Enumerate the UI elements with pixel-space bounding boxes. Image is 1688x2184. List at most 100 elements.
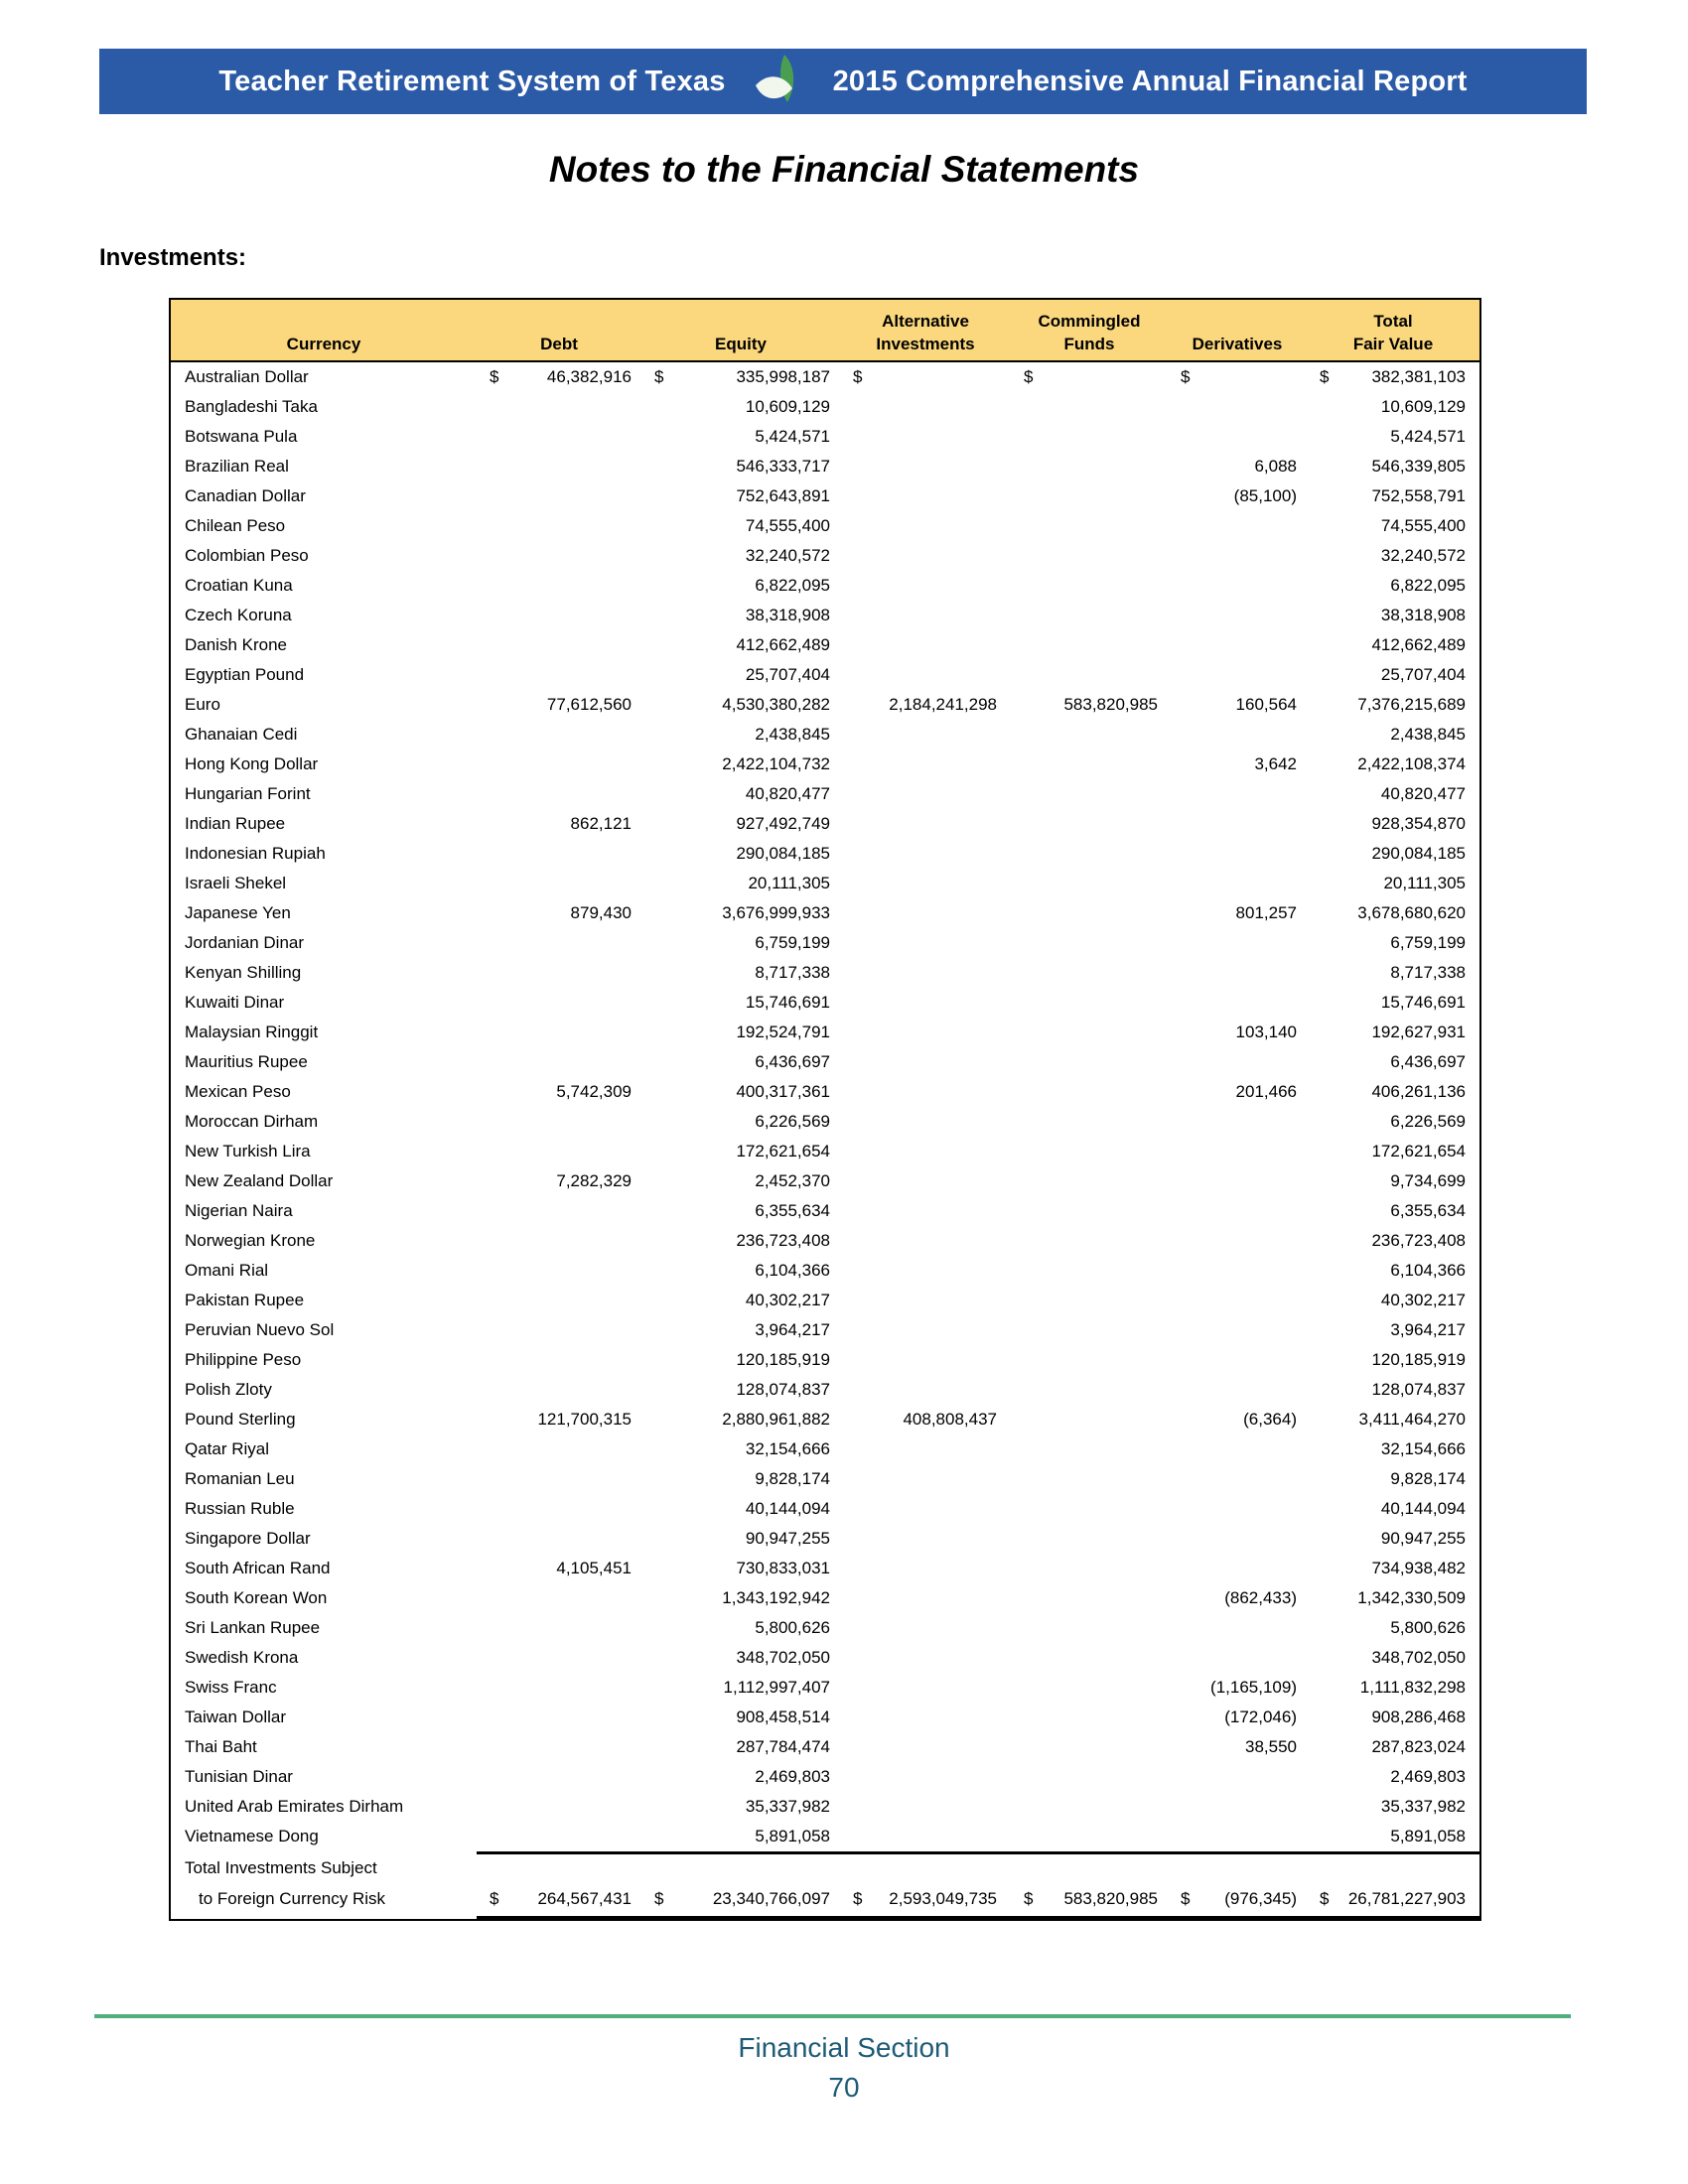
commingled-cell: [1011, 1047, 1168, 1077]
equity-cell: 730,833,031: [736, 1559, 830, 1577]
derivatives-cell: [1168, 511, 1307, 541]
equity-cell: 348,702,050: [736, 1648, 830, 1667]
commingled-cell: [1011, 1196, 1168, 1226]
commingled-cell: [1011, 1494, 1168, 1524]
currency-cell: Moroccan Dirham: [185, 1112, 319, 1131]
total-cell: 908,286,468: [1371, 1707, 1466, 1726]
alternative-cell: [840, 1434, 1011, 1464]
equity-cell: 5,891,058: [755, 1827, 830, 1845]
derivatives-cell: 160,564: [1235, 695, 1297, 714]
equity-cell: 546,333,717: [736, 457, 830, 476]
derivatives-cell: 38,550: [1245, 1737, 1297, 1756]
table-row: Singapore Dollar 90,947,255 90,947,255: [171, 1524, 1479, 1554]
alternative-cell: [840, 601, 1011, 630]
table-row: Danish Krone 412,662,489 412,662,489: [171, 630, 1479, 660]
table-row: South African Rand 4,105,451 730,833,031 73…: [171, 1554, 1479, 1583]
equity-cell: 908,458,514: [736, 1707, 830, 1726]
total-row-values-line: to Foreign Currency Risk $ 264,567,431 $…: [171, 1883, 1479, 1919]
currency-cell: Bangladeshi Taka: [185, 397, 318, 416]
currency-cell: Peruvian Nuevo Sol: [185, 1320, 335, 1339]
alternative-cell: [840, 988, 1011, 1018]
total-cell: 928,354,870: [1371, 814, 1466, 833]
derivatives-cell: [1168, 1345, 1307, 1375]
debt-cell: [477, 750, 641, 779]
table-row: Euro 77,612,560 4,530,380,282 2,184,241,298…: [171, 690, 1479, 720]
total-derivatives-cell: $ (976,345): [1168, 1883, 1307, 1919]
currency-cell: Kuwaiti Dinar: [185, 993, 285, 1012]
debt-cell: 862,121: [570, 814, 632, 833]
equity-cell: 3,964,217: [755, 1320, 830, 1339]
commingled-cell: [1011, 1792, 1168, 1822]
alternative-cell: [840, 481, 1011, 511]
debt-cell: [477, 1226, 641, 1256]
currency-cell: Hong Kong Dollar: [185, 754, 319, 773]
total-commingled-cell: $ 583,820,985: [1011, 1883, 1168, 1919]
debt-cell: [477, 1256, 641, 1286]
debt-cell: [477, 1822, 641, 1851]
commingled-cell: [1011, 1286, 1168, 1315]
equity-cell: 6,104,366: [755, 1261, 830, 1280]
table-row: Tunisian Dinar 2,469,803 2,469,803: [171, 1762, 1479, 1792]
total-cell: 3,678,680,620: [1357, 903, 1466, 922]
equity-cell: 2,452,370: [755, 1171, 830, 1190]
debt-cell: [477, 511, 641, 541]
commingled-cell: [1011, 630, 1168, 660]
table-row: Egyptian Pound 25,707,404 25,707,404: [171, 660, 1479, 690]
commingled-cell: [1011, 1107, 1168, 1137]
debt-cell: [477, 1613, 641, 1643]
debt-cell: [477, 1434, 641, 1464]
commingled-cell: [1011, 809, 1168, 839]
investments-heading: Investments:: [99, 244, 247, 271]
commingled-cell: [1011, 601, 1168, 630]
commingled-cell: [1011, 571, 1168, 601]
total-label-line2: to Foreign Currency Risk: [199, 1889, 386, 1908]
alternative-cell: [840, 1375, 1011, 1405]
total-cell: 6,104,366: [1390, 1261, 1466, 1280]
commingled-cell: [1011, 958, 1168, 988]
total-cell: 90,947,255: [1380, 1529, 1466, 1548]
total-cell: 192,627,931: [1371, 1023, 1466, 1041]
total-cell: $382,381,103: [1307, 362, 1479, 392]
debt-cell: [477, 1464, 641, 1494]
table-row: Thai Baht 287,784,474 38,550 287,823,024: [171, 1732, 1479, 1762]
table-row: New Zealand Dollar 7,282,329 2,452,370 9,73…: [171, 1166, 1479, 1196]
alternative-cell: [840, 1196, 1011, 1226]
derivatives-cell: [1168, 1047, 1307, 1077]
alternative-cell: [840, 1286, 1011, 1315]
currency-cell: Kenyan Shilling: [185, 963, 302, 982]
derivatives-cell: [1168, 1286, 1307, 1315]
currency-cell: Swedish Krona: [185, 1648, 299, 1667]
debt-cell: [477, 928, 641, 958]
debt-cell: [477, 1703, 641, 1732]
total-cell: 38,318,908: [1380, 606, 1466, 624]
page-title: Notes to the Financial Statements: [548, 149, 1140, 190]
currency-cell: Philippine Peso: [185, 1350, 302, 1369]
dollar-sign: $: [490, 367, 499, 386]
dollar-sign: $: [1320, 1889, 1330, 1908]
alternative-cell: [840, 1703, 1011, 1732]
derivatives-cell: [1168, 809, 1307, 839]
alternative-cell: [840, 928, 1011, 958]
table-row: Swiss Franc 1,112,997,407 (1,165,109) 1,111…: [171, 1673, 1479, 1703]
currency-cell: Vietnamese Dong: [185, 1827, 319, 1845]
commingled-cell: [1011, 660, 1168, 690]
equity-cell: 38,318,908: [745, 606, 830, 624]
table-row: Colombian Peso 32,240,572 32,240,572: [171, 541, 1479, 571]
organization-title: Teacher Retirement System of Texas: [218, 65, 726, 97]
commingled-cell: [1011, 481, 1168, 511]
derivatives-cell: (172,046): [1224, 1707, 1297, 1726]
derivatives-cell: [1168, 988, 1307, 1018]
alternative-cell: [840, 1583, 1011, 1613]
currency-cell: Colombian Peso: [185, 546, 309, 565]
total-cell: 20,111,305: [1383, 874, 1466, 892]
commingled-cell: [1011, 452, 1168, 481]
equity-cell: 172,621,654: [736, 1142, 830, 1160]
derivatives-cell: [1168, 1524, 1307, 1554]
debt-cell: [477, 1137, 641, 1166]
equity-cell: 6,759,199: [755, 933, 830, 952]
commingled-cell: [1011, 898, 1168, 928]
debt-cell: [477, 1345, 641, 1375]
derivatives-cell: (862,433): [1224, 1588, 1297, 1607]
alternative-cell: [840, 1524, 1011, 1554]
alternative-cell: [840, 392, 1011, 422]
